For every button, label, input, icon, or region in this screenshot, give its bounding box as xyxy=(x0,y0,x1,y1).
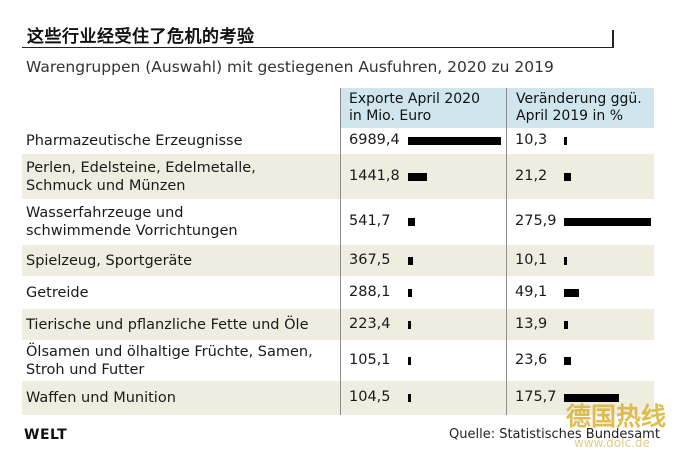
exports-value: 288,1 xyxy=(349,283,391,300)
change-value: 10,3 xyxy=(515,132,548,148)
exports-bar xyxy=(408,256,413,265)
change-bar xyxy=(564,137,568,145)
row-label-line: Tierische und pflanzliche Fette und Öle xyxy=(26,316,309,333)
title-bar: 这些行业经受住了危机的考验 xyxy=(22,20,614,48)
exports-value: 6989,4 xyxy=(349,132,400,148)
change-value: 13,9 xyxy=(515,315,548,332)
exports-bar xyxy=(408,137,501,145)
row-label: Wasserfahrzeuge und schwimmende Vorrichtu… xyxy=(26,204,238,240)
column-header-change-line1: Veränderung ggü. xyxy=(516,91,642,107)
change-bar xyxy=(564,256,568,265)
watermark-logo: 德国热线 www.dolc.de xyxy=(566,402,666,450)
table-row: Perlen, Edelsteine, Edelmetalle, Schmuck … xyxy=(22,154,654,199)
change-bar xyxy=(564,218,651,226)
change-value: 21,2 xyxy=(515,167,548,184)
row-label: Perlen, Edelsteine, Edelmetalle, Schmuck … xyxy=(26,159,256,195)
row-label-line: Perlen, Edelsteine, Edelmetalle, xyxy=(26,159,256,176)
table-row: Wasserfahrzeuge und schwimmende Vorrichtu… xyxy=(22,199,654,245)
table-row: Ölsamen und ölhaltige Früchte, Samen, Str… xyxy=(22,340,654,381)
exports-bar xyxy=(408,218,416,226)
row-label-line: Waffen und Munition xyxy=(26,390,176,406)
exports-bar xyxy=(408,288,412,297)
row-label-line: Pharmazeutische Erzeugnisse xyxy=(26,133,243,149)
exports-value: 367,5 xyxy=(349,251,391,268)
table-row: Spielzeug, Sportgeräte 367,5 10,1 xyxy=(22,245,654,276)
row-label-line: schwimmende Vorrichtungen xyxy=(26,223,238,239)
column-header-change: Veränderung ggü. April 2019 in % xyxy=(507,88,654,128)
publisher-logo: WELT xyxy=(24,427,68,443)
table-row: Waffen und Munition 104,5 175,7 xyxy=(22,381,654,415)
row-label: Getreide xyxy=(26,284,89,302)
row-label-line: Stroh und Futter xyxy=(26,361,145,378)
column-header-change-line2: April 2019 in % xyxy=(516,108,624,124)
exports-bar xyxy=(408,320,411,329)
table-row: Getreide 288,1 49,1 xyxy=(22,276,654,309)
row-label-line: Ölsamen und ölhaltige Früchte, Samen, xyxy=(26,343,313,360)
exports-value: 105,1 xyxy=(349,351,391,368)
row-label-line: Getreide xyxy=(26,284,89,301)
change-value: 23,6 xyxy=(515,351,548,368)
row-label: Pharmazeutische Erzeugnisse xyxy=(26,132,243,150)
change-bar xyxy=(564,394,620,402)
row-label-line: Wasserfahrzeuge und xyxy=(26,205,184,221)
column-header-exports-line2: in Mio. Euro xyxy=(349,108,432,124)
exports-value: 223,4 xyxy=(349,315,391,332)
row-label: Tierische und pflanzliche Fette und Öle xyxy=(26,316,309,334)
column-divider-left xyxy=(340,88,341,415)
change-value: 175,7 xyxy=(515,389,557,405)
column-header-exports-line1: Exporte April 2020 xyxy=(349,91,480,107)
change-value: 275,9 xyxy=(515,213,557,229)
row-label: Spielzeug, Sportgeräte xyxy=(26,252,192,270)
chart-title: 这些行业经受住了危机的考验 xyxy=(27,27,255,47)
exports-value: 541,7 xyxy=(349,213,391,229)
exports-bar xyxy=(408,172,428,181)
exports-bar xyxy=(408,356,411,365)
table-row: Tierische und pflanzliche Fette und Öle 2… xyxy=(22,309,654,340)
change-bar xyxy=(564,320,569,329)
svg-text:德国热线: 德国热线 xyxy=(566,402,666,431)
change-value: 10,1 xyxy=(515,251,548,268)
change-value: 49,1 xyxy=(515,283,548,300)
column-divider-right xyxy=(506,88,507,415)
change-bar xyxy=(564,288,580,297)
title-rule-tick xyxy=(612,30,614,47)
table-row: Pharmazeutische Erzeugnisse 6989,4 10,3 xyxy=(22,128,654,154)
chart-subtitle: Warengruppen (Auswahl) mit gestiegenen A… xyxy=(26,58,554,76)
exports-value: 1441,8 xyxy=(349,167,400,184)
exports-value: 104,5 xyxy=(349,389,391,405)
column-header-exports: Exporte April 2020 in Mio. Euro xyxy=(340,88,506,128)
row-label: Ölsamen und ölhaltige Früchte, Samen, Str… xyxy=(26,343,313,379)
change-bar xyxy=(564,172,571,181)
source-note: Quelle: Statistisches Bundesamt xyxy=(449,427,660,442)
svg-text:www.dolc.de: www.dolc.de xyxy=(574,436,650,450)
exports-bar xyxy=(408,394,411,402)
title-rule xyxy=(22,47,614,48)
row-label: Waffen und Munition xyxy=(26,389,176,407)
change-bar xyxy=(564,356,572,365)
row-label-line: Schmuck und Münzen xyxy=(26,177,186,194)
row-label-line: Spielzeug, Sportgeräte xyxy=(26,252,193,269)
